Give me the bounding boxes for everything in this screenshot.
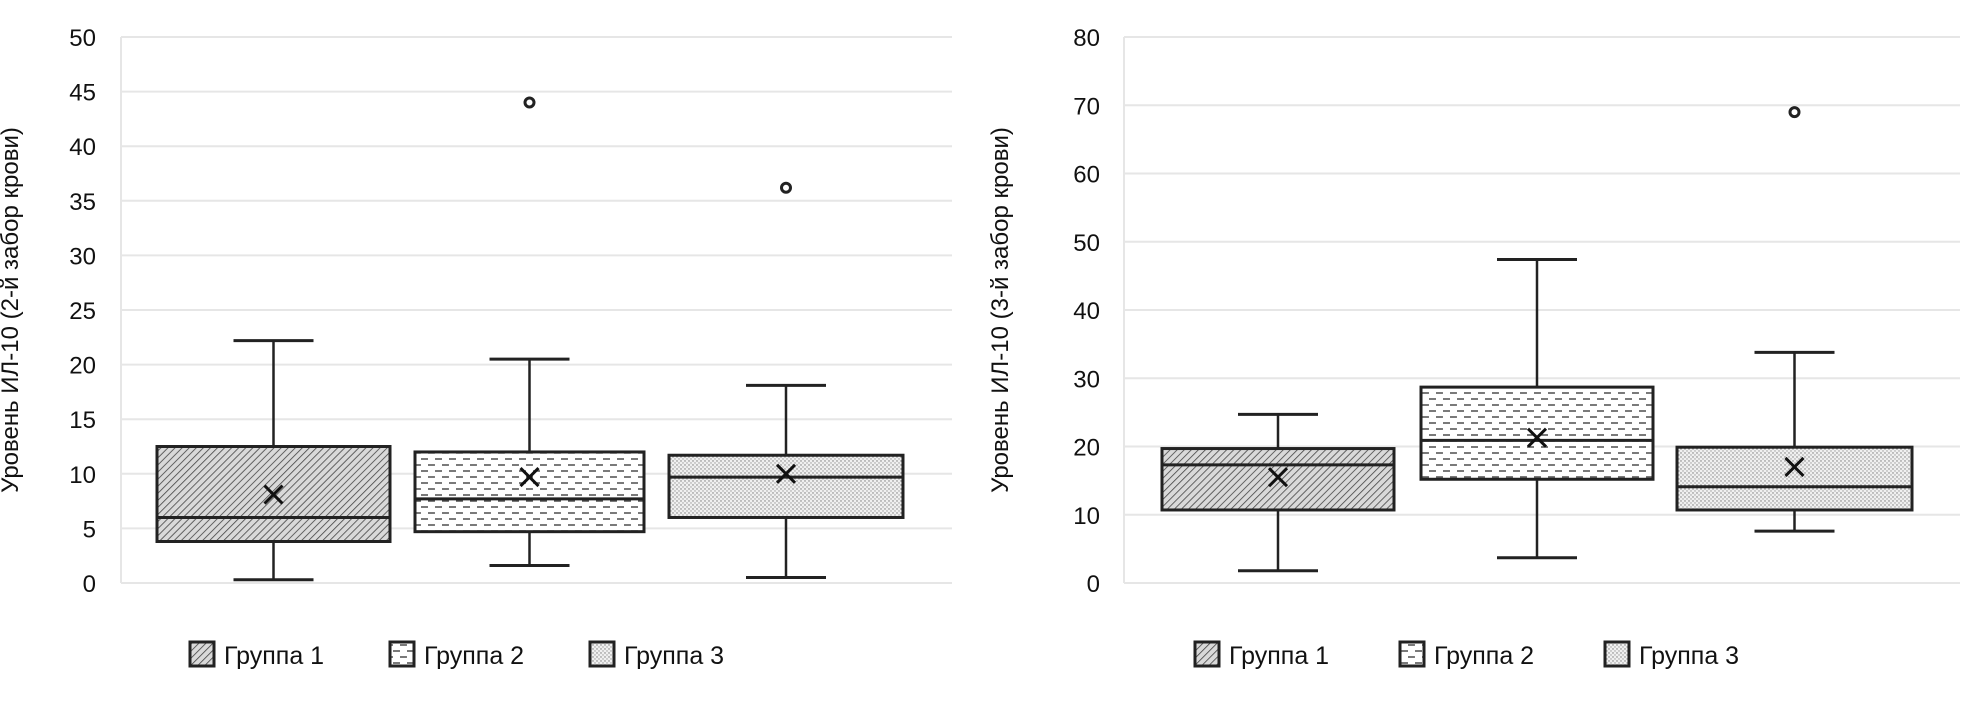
- y-tick-label: 60: [1073, 162, 1100, 189]
- legend-label: Группа 2: [424, 642, 524, 670]
- mean-x-stroke: [1267, 467, 1289, 488]
- box-1: [1160, 412, 1396, 573]
- legend-swatch: [1603, 640, 1631, 668]
- legend-item-2: Группа 2: [388, 640, 524, 670]
- y-tick-label: 10: [1073, 503, 1100, 530]
- mean-marker: [1784, 456, 1805, 478]
- legend-item-3: Группа 3: [588, 640, 724, 670]
- y-axis-title: Уровень ИЛ-10 (2-й забор крови): [0, 127, 24, 493]
- y-tick-label: 30: [1073, 366, 1100, 393]
- box-1: [155, 339, 392, 582]
- iqr-box: [667, 453, 905, 519]
- y-tick-label: 0: [1087, 571, 1100, 598]
- legend-swatch: [188, 640, 216, 668]
- legend-swatch: [388, 640, 416, 668]
- y-tick-label: 30: [69, 243, 96, 270]
- y-tick-label: 50: [1073, 230, 1100, 257]
- mean-x-stroke: [519, 467, 540, 488]
- mean-x-stroke: [1784, 456, 1805, 478]
- mean-marker: [775, 463, 797, 484]
- box-2: [413, 96, 646, 568]
- legend-swatch: [588, 640, 616, 668]
- legend-label: Группа 1: [224, 642, 324, 670]
- y-tick-label: 20: [69, 353, 96, 380]
- y-tick-label: 15: [69, 407, 96, 434]
- y-tick-label: 45: [69, 80, 96, 107]
- legend-label: Группа 3: [624, 642, 724, 670]
- mean-x-stroke: [1526, 427, 1548, 448]
- chart-2: 0 10 20 30 40 50 60 70 80 Уровень ИЛ-10 (3-й забо…: [987, 25, 1960, 670]
- mean-marker: [263, 484, 284, 505]
- legend-label: Группа 1: [1229, 642, 1329, 670]
- y-axis-title: Уровень ИЛ-10 (3-й забор крови): [987, 127, 1014, 493]
- iqr-box: [1675, 445, 1914, 512]
- mean-marker: [1526, 427, 1548, 448]
- y-tick-label: 40: [69, 134, 96, 161]
- y-tick-label: 70: [1073, 93, 1100, 120]
- outlier-point: [523, 96, 536, 109]
- chart-1: 0 5 10 15 20 25 30 35 40 45 50 Уровень ИЛ-10 (2-й з…: [0, 25, 952, 670]
- legend-item-3: Группа 3: [1603, 640, 1739, 670]
- legend-swatch: [1193, 640, 1221, 668]
- y-tick-label: 5: [83, 516, 96, 543]
- box-2: [1419, 257, 1655, 560]
- iqr-box: [413, 450, 646, 534]
- legend-item-2: Группа 2: [1398, 640, 1534, 670]
- mean-x-stroke: [775, 463, 797, 484]
- legend-item-1: Группа 1: [1193, 640, 1329, 670]
- y-tick-label: 50: [69, 25, 96, 52]
- mean-marker: [519, 467, 540, 488]
- legend-label: Группа 3: [1639, 642, 1739, 670]
- y-tick-label: 35: [69, 189, 96, 216]
- y-tick-label: 40: [1073, 298, 1100, 325]
- y-tick-label: 80: [1073, 25, 1100, 52]
- y-tick-label: 10: [69, 462, 96, 489]
- y-tick-label: 0: [83, 571, 96, 598]
- y-tick-label: 25: [69, 298, 96, 325]
- box-3: [1675, 106, 1914, 533]
- y-tick-label: 20: [1073, 435, 1100, 462]
- legend-swatch: [1398, 640, 1426, 668]
- box-3: [667, 181, 905, 580]
- outlier-point: [1788, 106, 1801, 119]
- outlier-point: [780, 181, 792, 194]
- mean-marker: [1267, 467, 1289, 488]
- legend-label: Группа 2: [1434, 642, 1534, 670]
- mean-x-stroke: [263, 484, 284, 505]
- legend-item-1: Группа 1: [188, 640, 324, 670]
- iqr-box: [1419, 385, 1655, 481]
